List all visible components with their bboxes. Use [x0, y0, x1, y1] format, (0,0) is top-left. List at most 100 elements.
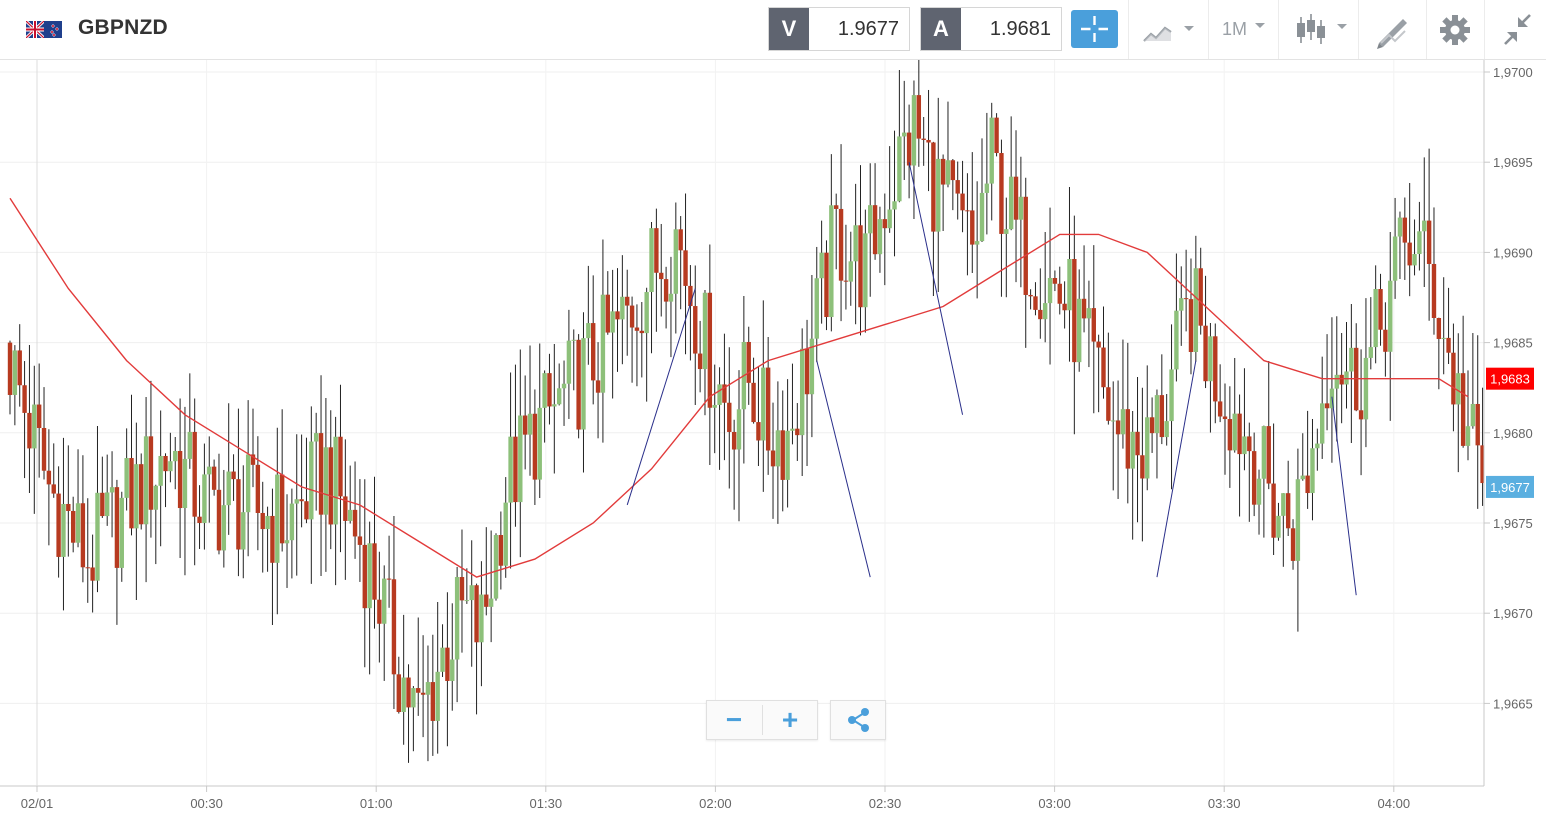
candle-body — [1159, 395, 1165, 438]
candle-body — [493, 535, 499, 599]
candle-body — [1072, 259, 1077, 363]
buy-button[interactable]: A 1.9681 — [920, 7, 1062, 51]
candle-body — [153, 485, 158, 510]
candle-body — [36, 404, 42, 428]
timeframe-dropdown[interactable]: 1M — [1208, 0, 1278, 59]
x-tick-label: 02:30 — [869, 796, 902, 811]
candle-body — [595, 380, 601, 393]
candle-body — [809, 338, 815, 395]
candle-body — [372, 543, 377, 600]
candle-body — [1033, 296, 1038, 310]
candlestick-icon — [1297, 14, 1347, 44]
crosshair-button[interactable] — [1071, 10, 1118, 48]
candle-body — [284, 540, 290, 544]
candle-body — [1256, 478, 1262, 505]
zoom-in-button[interactable]: + — [781, 704, 799, 735]
candle-body — [1145, 417, 1150, 479]
candle-body — [1067, 259, 1072, 311]
candle-body — [522, 415, 528, 435]
candle-body — [85, 567, 90, 569]
candle-body — [255, 464, 261, 513]
candle-body — [552, 404, 557, 407]
candle-body — [1111, 420, 1116, 422]
chart-type-line-dropdown[interactable] — [1128, 0, 1208, 59]
candle-body — [430, 682, 436, 721]
settings-button[interactable] — [1426, 0, 1484, 59]
drawing-tools-button[interactable] — [1358, 0, 1426, 59]
candle-body — [1047, 277, 1053, 304]
candle-body — [508, 436, 513, 503]
candle-body — [1412, 254, 1417, 266]
candle-body — [231, 471, 236, 480]
collapse-button[interactable] — [1484, 0, 1546, 59]
chevron-down-icon — [1255, 23, 1265, 28]
candle-body — [722, 384, 727, 403]
candle-body — [945, 160, 951, 185]
candle-body — [109, 487, 115, 493]
candle-body — [1169, 369, 1174, 422]
candle-body — [780, 430, 785, 480]
candle-body — [994, 117, 999, 154]
candle-body — [411, 688, 416, 708]
line-chart-icon — [1143, 26, 1194, 42]
share-button[interactable] — [830, 700, 886, 740]
candle-body — [960, 193, 965, 211]
candle-body — [537, 407, 542, 480]
candle-body — [22, 385, 27, 413]
candle-body — [853, 225, 858, 262]
candle-body — [41, 427, 47, 471]
candle-body — [1402, 217, 1408, 243]
zoom-divider — [762, 705, 763, 735]
candle-body — [790, 428, 795, 431]
zoom-controls: − + — [706, 700, 818, 740]
candle-body — [440, 647, 445, 672]
candle-body — [479, 594, 484, 643]
candle-body — [202, 474, 207, 523]
candle-body — [1285, 493, 1291, 529]
candle-body — [974, 241, 980, 245]
sell-button[interactable]: V 1.9677 — [768, 7, 910, 51]
candle-body — [1125, 409, 1130, 469]
candle-body — [1096, 341, 1101, 348]
trend-lines — [626, 162, 1357, 596]
candle-body — [751, 382, 756, 423]
candle-body — [304, 501, 309, 520]
candle-body — [173, 450, 178, 462]
zoom-out-button[interactable]: − — [725, 704, 743, 735]
candle-body — [105, 492, 110, 517]
candle-body — [464, 600, 470, 602]
x-tick-label: 02/01 — [21, 796, 54, 811]
candle-body — [1042, 303, 1048, 320]
candle-body — [474, 585, 479, 643]
candle-body — [693, 306, 698, 354]
candle-body — [1310, 448, 1315, 494]
candle-body — [527, 413, 533, 435]
candle-body — [629, 305, 635, 328]
candle-body — [323, 447, 329, 515]
chart-grid — [0, 60, 1484, 786]
candle-body — [333, 436, 338, 525]
candle-body — [245, 454, 251, 513]
candle-body — [1018, 196, 1024, 220]
candle-body — [1300, 475, 1305, 480]
candle-body — [673, 229, 679, 294]
candlestick-dropdown[interactable] — [1278, 0, 1358, 59]
candle-body — [250, 454, 256, 465]
candle-body — [940, 158, 946, 185]
candle-body — [377, 599, 382, 624]
candle-body — [260, 512, 265, 530]
x-tick-label: 00:30 — [190, 796, 223, 811]
candle-body — [143, 436, 149, 525]
candle-body — [416, 688, 421, 693]
candle-body — [1242, 436, 1247, 455]
candle-body — [32, 404, 37, 449]
candle-body — [221, 505, 227, 551]
price-chart[interactable]: 1,9700 1,9695 1,9690 1,9685 1,9680 1,9675 1,96… — [0, 60, 1546, 823]
candle-body — [586, 323, 591, 339]
candle-body — [1130, 431, 1135, 469]
candle-body — [1120, 409, 1126, 435]
y-tick-label: 1,9670 — [1493, 606, 1533, 621]
candle-body — [1091, 308, 1096, 342]
candle-body — [367, 543, 372, 609]
candle-body — [556, 388, 562, 405]
